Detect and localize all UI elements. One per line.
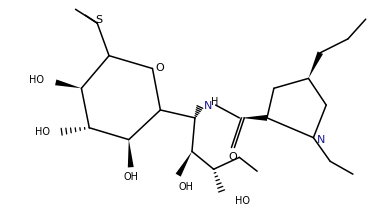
Polygon shape	[55, 79, 81, 88]
Text: H: H	[211, 97, 218, 107]
Text: N: N	[204, 101, 212, 111]
Text: HO: HO	[235, 196, 251, 206]
Text: S: S	[96, 15, 103, 25]
Polygon shape	[309, 51, 323, 78]
Text: O: O	[155, 62, 164, 72]
Text: HO: HO	[35, 127, 50, 137]
Text: OH: OH	[179, 182, 194, 192]
Polygon shape	[128, 140, 134, 168]
Text: O: O	[228, 152, 237, 162]
Polygon shape	[241, 115, 267, 121]
Text: HO: HO	[29, 75, 44, 85]
Text: OH: OH	[123, 172, 138, 182]
Polygon shape	[175, 151, 192, 177]
Text: N: N	[317, 135, 326, 145]
